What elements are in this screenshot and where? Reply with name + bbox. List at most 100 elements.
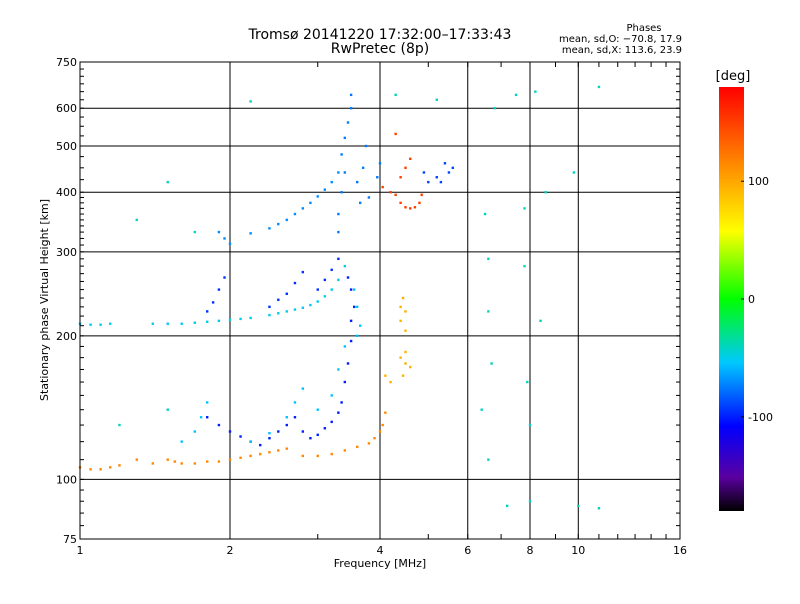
data-point <box>418 201 421 205</box>
phases-o-stats: mean, sd,O: −70.8, 17.9 <box>559 34 682 45</box>
data-point <box>205 401 209 404</box>
data-point <box>413 206 417 209</box>
data-point <box>301 207 305 210</box>
data-point <box>343 136 347 140</box>
data-point <box>355 445 359 449</box>
colorbar-gradient <box>719 87 744 511</box>
data-point <box>487 257 490 261</box>
data-point <box>373 437 376 440</box>
data-point <box>228 458 232 461</box>
phases-x-stats: mean, sd,X: 113.6, 23.9 <box>562 45 682 56</box>
data-point <box>343 345 347 348</box>
data-point <box>343 449 347 452</box>
data-point <box>526 380 529 384</box>
data-point <box>293 281 297 285</box>
data-point <box>523 264 526 268</box>
data-point <box>399 319 402 323</box>
data-point <box>180 440 183 443</box>
data-point <box>404 350 407 354</box>
data-point <box>337 368 340 371</box>
data-point <box>367 442 371 445</box>
data-point <box>487 458 490 461</box>
data-point <box>349 319 353 323</box>
data-point <box>480 408 483 411</box>
data-point <box>447 171 451 174</box>
data-point <box>323 427 327 430</box>
data-point <box>435 98 438 101</box>
data-point <box>293 212 297 216</box>
data-point <box>316 195 319 198</box>
data-point <box>277 222 280 226</box>
data-point <box>352 305 356 309</box>
data-point <box>89 468 92 471</box>
data-point <box>349 107 353 110</box>
data-point <box>367 196 371 199</box>
data-point <box>451 166 455 170</box>
data-point <box>293 308 297 311</box>
data-point <box>505 504 509 508</box>
data-point <box>259 452 262 456</box>
data-point <box>228 318 232 322</box>
data-point <box>381 423 384 427</box>
data-point <box>217 423 221 427</box>
data-point <box>572 171 576 174</box>
data-point <box>378 162 382 165</box>
data-point <box>301 387 305 390</box>
data-point <box>358 324 362 327</box>
data-point <box>211 301 215 304</box>
data-point <box>361 166 365 170</box>
data-point <box>323 188 327 191</box>
data-point <box>330 180 333 184</box>
data-point <box>285 423 288 427</box>
x-tick-label: 16 <box>673 544 687 557</box>
data-point <box>597 507 601 510</box>
data-point <box>118 423 121 427</box>
data-point <box>401 296 405 300</box>
data-point <box>597 85 601 89</box>
data-point <box>399 201 402 205</box>
data-point <box>346 121 350 124</box>
data-point <box>577 504 580 508</box>
data-point <box>223 276 226 279</box>
data-point <box>343 264 347 268</box>
data-point <box>399 356 402 359</box>
data-point <box>487 310 490 313</box>
data-point <box>277 430 280 433</box>
data-point <box>293 416 297 419</box>
data-point <box>151 462 155 465</box>
data-point <box>343 171 347 174</box>
data-point <box>285 292 288 295</box>
y-tick-label: 600 <box>56 102 77 115</box>
data-point <box>528 500 532 503</box>
data-point <box>355 334 359 338</box>
data-point <box>439 180 443 184</box>
data-point <box>528 423 532 427</box>
data-point <box>166 180 169 184</box>
data-point <box>544 191 547 194</box>
data-point <box>249 440 252 443</box>
x-tick-label: 10 <box>571 544 585 557</box>
data-point <box>193 462 197 465</box>
data-point <box>330 288 333 291</box>
data-point <box>228 242 232 245</box>
data-point <box>193 230 197 234</box>
colorbar-tick-label: -100 <box>748 411 773 424</box>
data-point <box>193 430 197 433</box>
data-point <box>346 362 350 365</box>
data-point <box>378 430 382 433</box>
data-point <box>99 468 102 471</box>
data-point <box>389 380 392 384</box>
data-point <box>349 93 353 97</box>
y-tick-label: 750 <box>56 56 77 69</box>
phases-heading: Phases <box>626 23 661 34</box>
data-point <box>259 443 262 447</box>
data-point <box>401 374 405 377</box>
gridlines <box>80 62 680 539</box>
data-point <box>483 212 487 216</box>
data-point <box>355 305 359 309</box>
data-point <box>394 193 397 197</box>
colorbar-tick-label: 100 <box>748 175 769 188</box>
data-point <box>384 411 387 414</box>
data-point <box>277 312 280 315</box>
data-point <box>514 93 518 97</box>
